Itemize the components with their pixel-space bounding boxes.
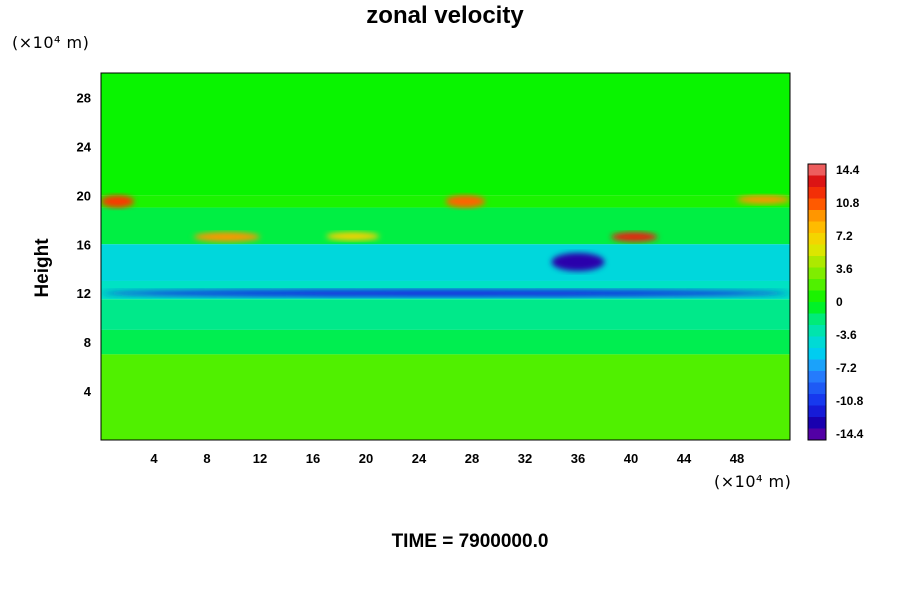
feature-blobs xyxy=(101,195,790,297)
colorbar-swatch xyxy=(808,233,826,245)
x-tick-label: 40 xyxy=(624,451,638,466)
x-tick-label: 16 xyxy=(306,451,320,466)
feature-blob-7 xyxy=(737,195,790,204)
colorbar-ticks: 14.4 10.8 7.2 3.6 0 -3.6 -7.2 -10.8 -14.4 xyxy=(836,163,864,441)
field-band-3 xyxy=(101,244,790,281)
x-tick-label: 24 xyxy=(412,451,427,466)
colorbar-swatch xyxy=(808,256,826,268)
time-annotation: TIME = 7900000.0 xyxy=(391,531,549,552)
colorbar-tick-label: -10.8 xyxy=(836,394,864,408)
colorbar-swatch xyxy=(808,210,826,222)
y-axis-ticks: 4 8 12 16 20 24 28 xyxy=(77,90,92,399)
x-tick-label: 8 xyxy=(203,451,210,466)
colorbar-frame xyxy=(807,163,827,441)
colorbar-swatch xyxy=(808,164,826,176)
colorbar-swatch xyxy=(808,175,826,188)
colorbar xyxy=(807,163,827,441)
feature-blob-2 xyxy=(326,232,380,241)
colorbar-swatch xyxy=(808,382,826,395)
colorbar-swatch xyxy=(808,428,826,441)
y-tick-label: 16 xyxy=(77,237,91,252)
x-tick-label: 12 xyxy=(253,451,267,466)
chart-title: zonal velocity xyxy=(366,2,524,29)
y-tick-label: 4 xyxy=(84,384,92,399)
x-axis-ticks: 4 8 12 16 20 24 28 32 36 40 44 48 xyxy=(150,451,744,466)
colorbar-swatch xyxy=(808,359,826,372)
x-tick-label: 48 xyxy=(730,451,744,466)
plot-area xyxy=(101,73,790,440)
feature-blob-5 xyxy=(611,232,658,242)
plot-frame xyxy=(100,72,791,441)
colorbar-swatch xyxy=(808,187,826,199)
background-bands xyxy=(101,73,790,440)
colorbar-swatch xyxy=(808,348,826,360)
colorbar-swatch xyxy=(808,313,826,326)
y-tick-label: 20 xyxy=(77,188,91,203)
x-axis-unit: (×10⁴ m) xyxy=(714,472,792,491)
x-tick-label: 36 xyxy=(571,451,585,466)
colorbar-tick-label: -7.2 xyxy=(836,361,857,375)
x-tick-label: 32 xyxy=(518,451,532,466)
colorbar-swatch xyxy=(808,371,826,383)
feature-blob-3 xyxy=(445,195,486,208)
colorbar-swatch xyxy=(808,405,826,418)
colorbar-swatch xyxy=(808,279,826,291)
colorbar-swatch xyxy=(808,267,826,280)
y-tick-label: 8 xyxy=(84,335,91,350)
colorbar-tick-label: 14.4 xyxy=(836,163,860,177)
y-tick-label: 12 xyxy=(77,286,91,301)
colorbar-tick-label: 3.6 xyxy=(836,262,853,276)
colorbar-tick-label: 7.2 xyxy=(836,229,853,243)
x-tick-label: 44 xyxy=(677,451,692,466)
colorbar-swatch xyxy=(808,394,826,406)
feature-blob-4 xyxy=(551,252,605,272)
y-tick-label: 28 xyxy=(77,90,91,105)
colorbar-swatch xyxy=(808,325,826,337)
field-band-6 xyxy=(101,329,790,355)
field-band-0 xyxy=(101,73,790,196)
x-tick-label: 4 xyxy=(150,451,158,466)
colorbar-swatch xyxy=(808,244,826,257)
colorbar-swatch xyxy=(808,417,826,429)
colorbar-tick-label: 10.8 xyxy=(836,196,860,210)
colorbar-tick-label: 0 xyxy=(836,295,843,309)
colorbar-swatch xyxy=(808,290,826,303)
feature-blob-0 xyxy=(101,195,135,208)
y-tick-label: 24 xyxy=(77,139,92,154)
feature-blob-6 xyxy=(101,289,790,297)
colorbar-tick-label: -3.6 xyxy=(836,328,857,342)
colorbar-swatch xyxy=(808,221,826,234)
colorbar-swatch xyxy=(808,198,826,211)
field-band-7 xyxy=(101,354,790,440)
colorbar-swatch xyxy=(808,336,826,349)
colorbar-tick-label: -14.4 xyxy=(836,427,864,441)
field-band-5 xyxy=(101,299,790,330)
x-tick-label: 28 xyxy=(465,451,479,466)
y-axis-unit: (×10⁴ m) xyxy=(12,33,90,52)
x-tick-label: 20 xyxy=(359,451,373,466)
feature-blob-1 xyxy=(193,232,260,242)
colorbar-swatch xyxy=(808,302,826,314)
